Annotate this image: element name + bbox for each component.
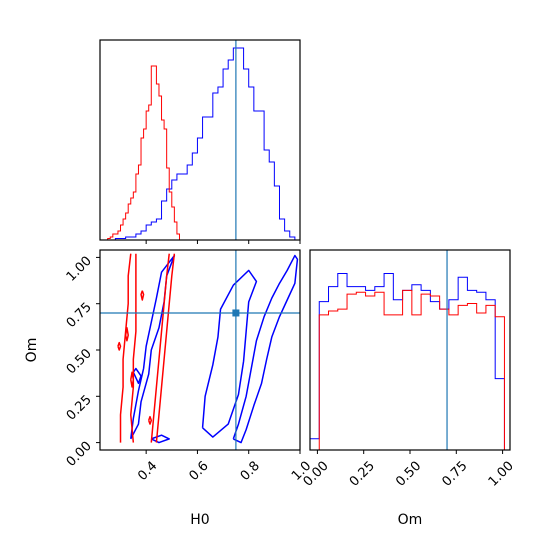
truth-point-marker: [232, 309, 240, 317]
contour-series-0-outer-1: [232, 254, 299, 444]
h0-histogram-panel: [99, 39, 301, 244]
h0-histogram-series-0: [105, 47, 300, 241]
om-histograms: [309, 273, 505, 451]
om-y-tick-label-2: 0.50: [64, 346, 95, 377]
h0-histogram-frame: [99, 39, 301, 241]
contour-lines: [117, 253, 299, 444]
contour-series-1-inner-4: [140, 290, 145, 301]
om-y-tick-label-4: 1.00: [64, 254, 95, 285]
truth-crosshair: [100, 250, 300, 450]
om-y-tick-label-3: 0.75: [64, 300, 95, 331]
om-x-tick-label-1: 0.25: [347, 459, 378, 490]
contour-series-1-inner-8: [117, 341, 122, 351]
om-histogram-series-1: [310, 289, 505, 451]
contour-series-1-inner-7: [148, 415, 153, 425]
contour-series-1-inner-6: [130, 371, 135, 388]
om-y-tick-label-1: 0.25: [64, 393, 95, 424]
contour-series-1-inner-5: [124, 327, 129, 342]
h0-tick-label-1: 0.6: [186, 459, 211, 484]
om-x-tick-label-2: 0.50: [393, 459, 424, 490]
h0-histograms: [105, 47, 300, 241]
contour-series-0-outer-4: [132, 367, 142, 385]
h0-om-contour-panel: 0.4 0.6 0.8 1.0 0.000.250.500.751.00 H0 Om: [24, 249, 314, 528]
h0-histogram-series-1: [105, 65, 180, 241]
h0-axis-label: H0: [190, 512, 209, 528]
contour-series-1-inner-2: [150, 253, 170, 443]
contour-series-0-outer-3: [150, 434, 170, 444]
om-y-axis: 0.00 0.25 0.50 0.75 1.00: [64, 254, 100, 470]
h0-x-axis: 0.4 0.6 0.8 1.0: [135, 450, 314, 484]
contour-series-0-inner-2: [130, 254, 176, 440]
om-x-tick-label-4: 1.00: [486, 459, 517, 490]
om-y-tick-label-0: 0.00: [64, 439, 95, 470]
om-histogram-frame: [309, 249, 511, 451]
contour-series-1-outer-0: [119, 253, 132, 443]
om-y-axis-label: Om: [24, 338, 40, 363]
h0-histogram-ticks: [145, 240, 301, 244]
contour-series-0-inner-0: [201, 269, 258, 438]
contour-frame: [99, 249, 301, 451]
contour-series-1-outer-3: [155, 253, 176, 443]
om-x-axis: 0.00 0.25 0.50 0.75 1.00: [301, 450, 517, 490]
om-histogram-panel: 0.00 0.25 0.50 0.75 1.00 Om: [301, 249, 517, 528]
om-axis-label: Om: [398, 512, 423, 528]
om-x-tick-label-3: 0.75: [439, 459, 470, 490]
h0-tick-label-2: 0.8: [238, 459, 263, 484]
om-histogram-series-0: [309, 273, 505, 450]
h0-tick-label-0: 0.4: [135, 459, 160, 484]
contour-series-1-outer-1: [130, 253, 137, 443]
